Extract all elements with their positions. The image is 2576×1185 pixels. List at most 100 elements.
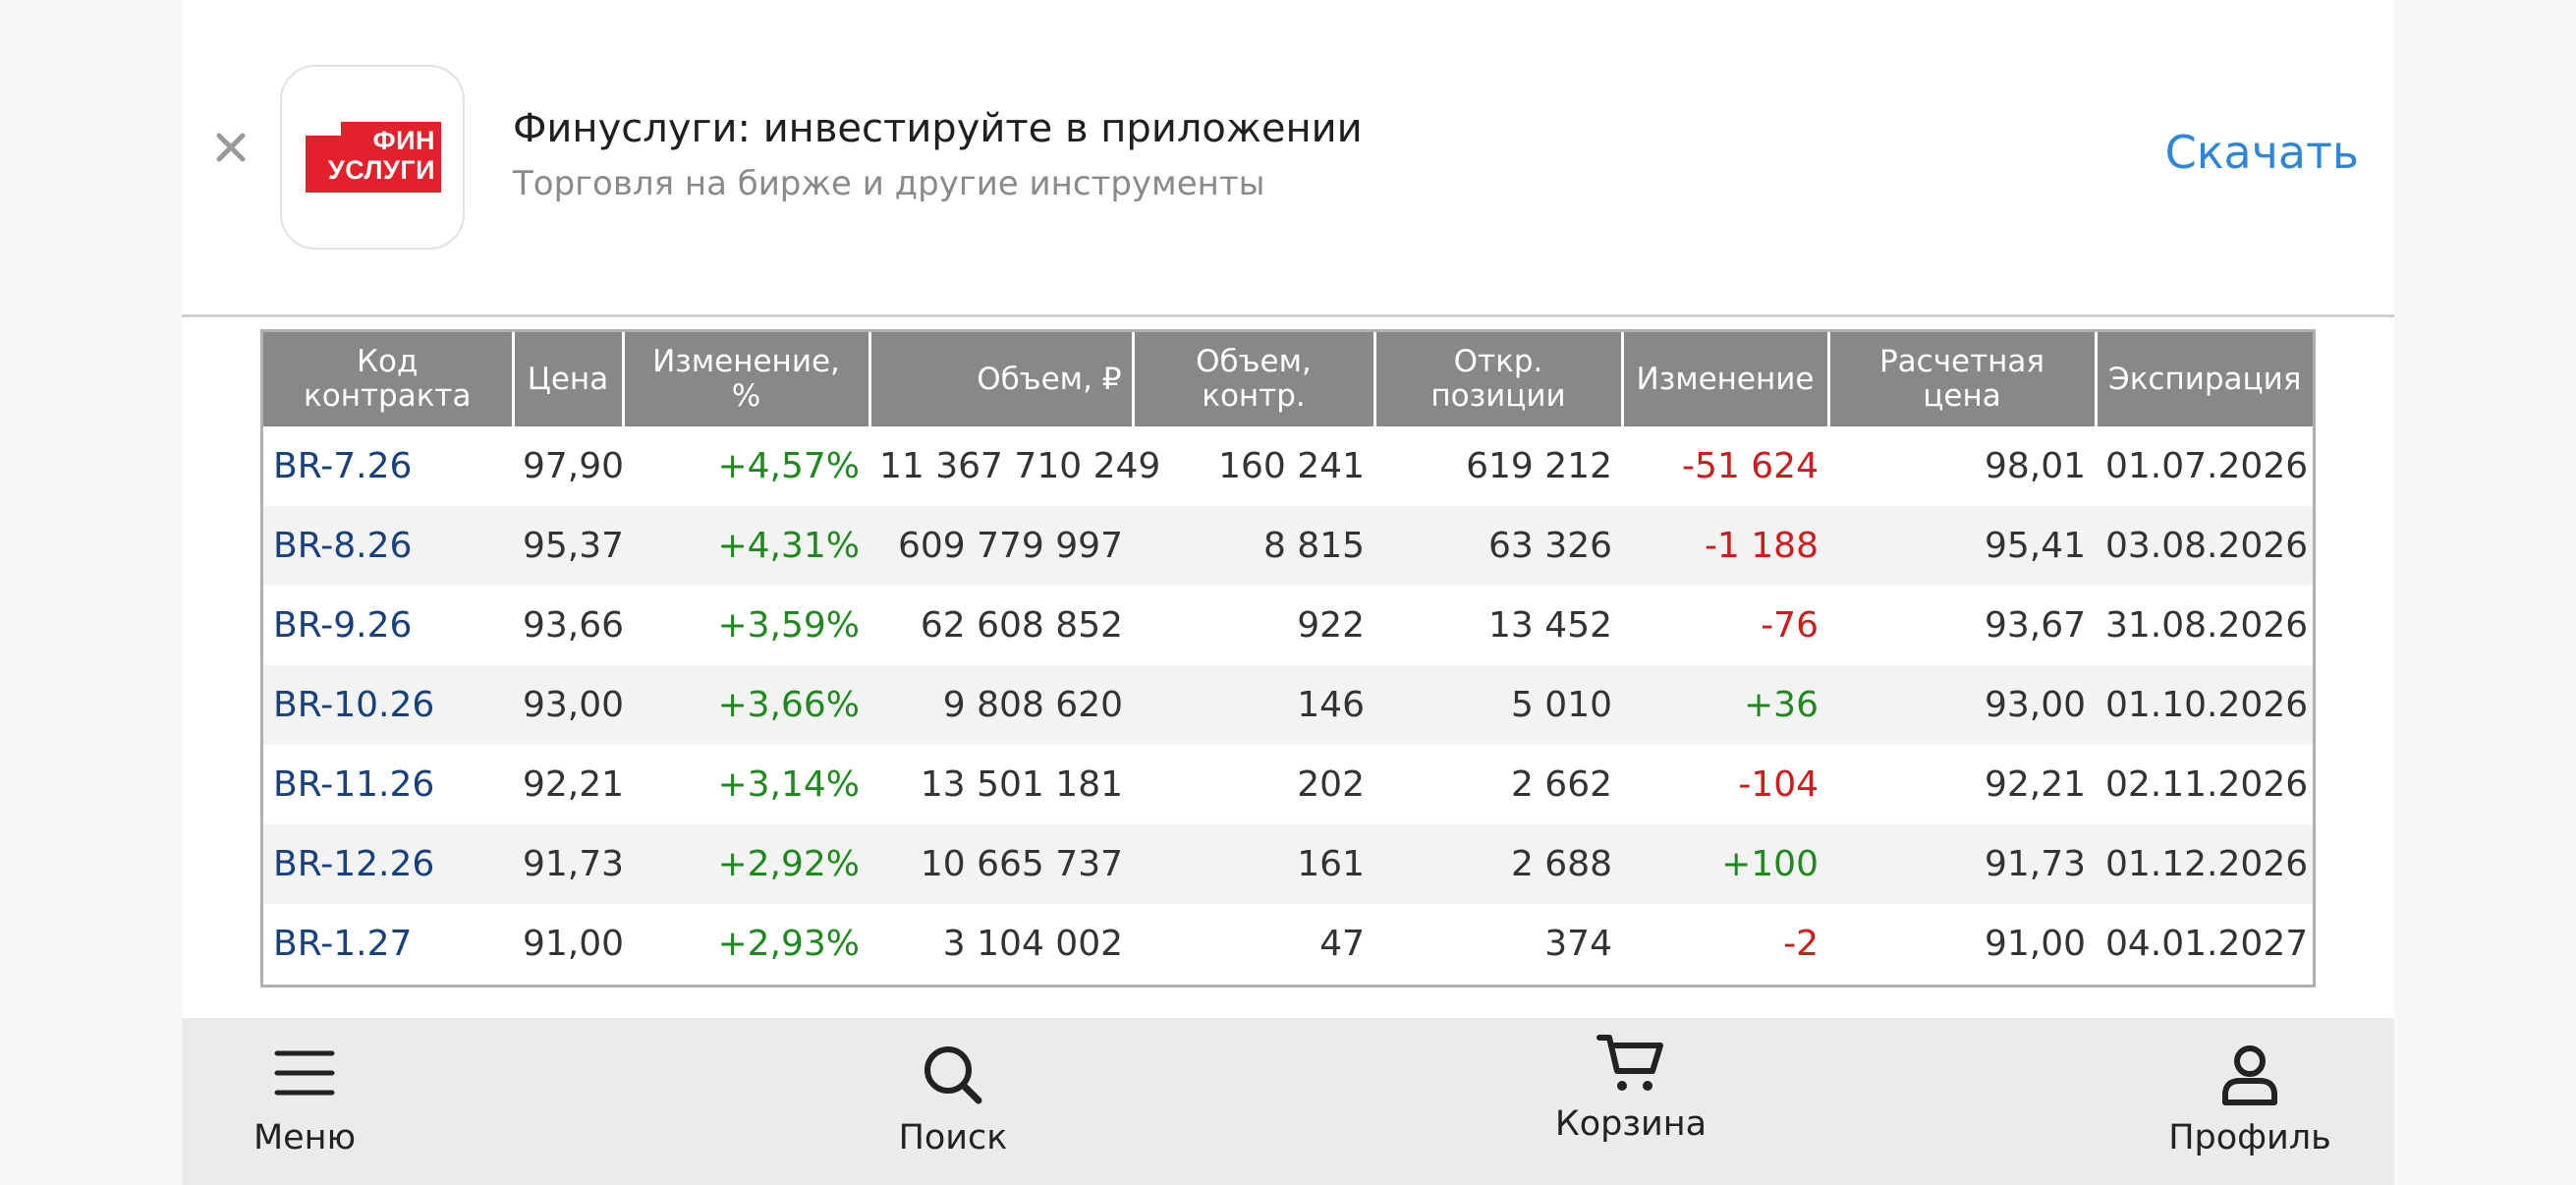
volume-contracts-cell: 202	[1297, 764, 1365, 805]
change-pct-cell: +3,14%	[717, 764, 860, 805]
page: ФИН УСЛУГИ Финуслуги: инвестируйте в при…	[182, 0, 2394, 1185]
app-icon[interactable]: ФИН УСЛУГИ	[280, 65, 465, 250]
column-header[interactable]: Изменение	[1620, 332, 1828, 426]
settlement-price-cell: 91,00	[1984, 924, 2086, 964]
volume-rub-cell: 62 608 852	[920, 605, 1123, 646]
column-header[interactable]: Расчетная цена	[1826, 332, 2096, 426]
change-pct-cell: +2,92%	[623, 824, 869, 904]
contract-code-link[interactable]: BR-12.26	[263, 824, 513, 904]
logo-text-line1: ФИН	[372, 126, 435, 155]
bottom-navigation: Меню Поиск Корзина Профиль	[182, 1018, 2394, 1185]
finuslugi-logo: ФИН УСЛУГИ	[306, 122, 441, 193]
download-button[interactable]: Скачать	[2164, 126, 2359, 179]
change-cell: +100	[1622, 824, 1828, 904]
nav-profile[interactable]: Профиль	[2147, 1018, 2353, 1185]
column-header[interactable]: Код контракта	[263, 332, 513, 426]
table-row: BR-12.26 91,73 +2,92% 10 665 737 161 2 6…	[263, 824, 2313, 904]
change-cell: -1 188	[1622, 506, 1828, 586]
contract-code-link[interactable]: BR-7.26	[273, 446, 413, 486]
change-pct-cell: +3,59%	[717, 605, 860, 646]
nav-cart[interactable]: Корзина	[1538, 1018, 1724, 1185]
table-header-row: Код контракта Цена Изменение, % Объем, ₽…	[263, 332, 2313, 426]
volume-contracts-cell: 8 815	[1133, 506, 1374, 586]
cart-icon	[1596, 1032, 1666, 1099]
settlement-price-cell: 91,73	[1828, 824, 2096, 904]
profile-icon	[2220, 1044, 2279, 1110]
change-cell: +36	[1622, 665, 1828, 745]
contract-code-link[interactable]: BR-8.26	[263, 506, 513, 586]
volume-contracts-cell: 922	[1297, 605, 1365, 646]
volume-contracts-cell: 146	[1133, 665, 1374, 745]
volume-contracts-cell: 47	[1319, 924, 1365, 964]
nav-menu[interactable]: Меню	[221, 1018, 388, 1185]
volume-rub-cell: 9 808 620	[869, 665, 1133, 745]
contract-code-link[interactable]: BR-9.26	[273, 605, 413, 646]
change-pct-cell: +3,66%	[623, 665, 869, 745]
price-cell: 95,37	[513, 506, 624, 586]
table-row: BR-8.26 95,37 +4,31% 609 779 997 8 815 6…	[263, 506, 2313, 586]
volume-rub-cell: 11 367 710 249	[879, 446, 1161, 486]
banner-title: Финуслуги: инвестируйте в приложении	[513, 106, 1363, 151]
change-pct-cell: +4,31%	[623, 506, 869, 586]
settlement-price-cell: 93,00	[1828, 665, 2096, 745]
open-positions-cell: 374	[1544, 924, 1612, 964]
price-cell: 91,73	[513, 824, 624, 904]
price-cell: 93,00	[513, 665, 624, 745]
change-cell: -51 624	[1682, 446, 1819, 486]
open-positions-cell: 63 326	[1374, 506, 1622, 586]
volume-rub-cell: 10 665 737	[869, 824, 1133, 904]
nav-menu-label: Меню	[252, 1118, 357, 1157]
table-row: BR-9.26 93,66 +3,59% 62 608 852 922 13 4…	[263, 586, 2313, 665]
logo-text-line2: УСЛУГИ	[327, 155, 435, 185]
expiration-cell: 04.01.2027	[2105, 924, 2309, 964]
nav-cart-label: Корзина	[1554, 1104, 1708, 1144]
column-header[interactable]: Изменение, %	[621, 332, 869, 426]
search-icon	[922, 1044, 984, 1110]
price-cell: 92,21	[523, 764, 625, 805]
settlement-price-cell: 98,01	[1984, 446, 2086, 486]
volume-contracts-cell: 161	[1133, 824, 1374, 904]
futures-table: Код контракта Цена Изменение, % Объем, ₽…	[260, 329, 2316, 988]
expiration-cell: 03.08.2026	[2096, 506, 2313, 586]
banner-subtitle: Торговля на бирже и другие инструменты	[513, 164, 1265, 203]
expiration-cell: 02.11.2026	[2105, 764, 2309, 805]
close-icon[interactable]	[209, 126, 252, 169]
change-cell: -76	[1761, 605, 1819, 646]
price-cell: 91,00	[523, 924, 625, 964]
open-positions-cell: 2 688	[1374, 824, 1622, 904]
volume-rub-cell: 13 501 181	[920, 764, 1123, 805]
nav-search-label: Поиск	[898, 1118, 1008, 1157]
contract-code-link[interactable]: BR-11.26	[273, 764, 435, 805]
change-cell: -2	[1783, 924, 1819, 964]
settlement-price-cell: 95,41	[1828, 506, 2096, 586]
volume-contracts-cell: 160 241	[1218, 446, 1365, 486]
table-row: BR-11.26 92,21 +3,14% 13 501 181 202 2 6…	[263, 745, 2313, 824]
column-header[interactable]: Объем, контр.	[1131, 332, 1374, 426]
open-positions-cell: 2 662	[1510, 764, 1612, 805]
expiration-cell: 01.10.2026	[2096, 665, 2313, 745]
expiration-cell: 01.12.2026	[2096, 824, 2313, 904]
price-cell: 97,90	[523, 446, 625, 486]
nav-profile-label: Профиль	[2168, 1118, 2331, 1157]
table-row: BR-1.27 91,00 +2,93% 3 104 002 47 374 -2…	[263, 904, 2313, 984]
table-row: BR-10.26 93,00 +3,66% 9 808 620 146 5 01…	[263, 665, 2313, 745]
column-header[interactable]: Экспирация	[2094, 332, 2313, 426]
contract-code-link[interactable]: BR-10.26	[263, 665, 513, 745]
open-positions-cell: 619 212	[1466, 446, 1612, 486]
table-row: BR-7.26 97,90 +4,57% 11 367 710 249 160 …	[263, 426, 2313, 506]
open-positions-cell: 5 010	[1374, 665, 1622, 745]
expiration-cell: 31.08.2026	[2105, 605, 2309, 646]
menu-icon	[273, 1047, 336, 1102]
column-header[interactable]: Объем, ₽	[868, 332, 1133, 426]
volume-rub-cell: 3 104 002	[942, 924, 1123, 964]
settlement-price-cell: 92,21	[1984, 764, 2086, 805]
app-install-banner: ФИН УСЛУГИ Финуслуги: инвестируйте в при…	[182, 0, 2394, 317]
nav-search[interactable]: Поиск	[869, 1018, 1036, 1185]
column-header[interactable]: Откр. позиции	[1372, 332, 1622, 426]
change-pct-cell: +2,93%	[717, 924, 860, 964]
contract-code-link[interactable]: BR-1.27	[273, 924, 413, 964]
change-pct-cell: +4,57%	[717, 446, 860, 486]
change-cell: -104	[1738, 764, 1819, 805]
column-header[interactable]: Цена	[511, 332, 623, 426]
open-positions-cell: 13 452	[1488, 605, 1612, 646]
